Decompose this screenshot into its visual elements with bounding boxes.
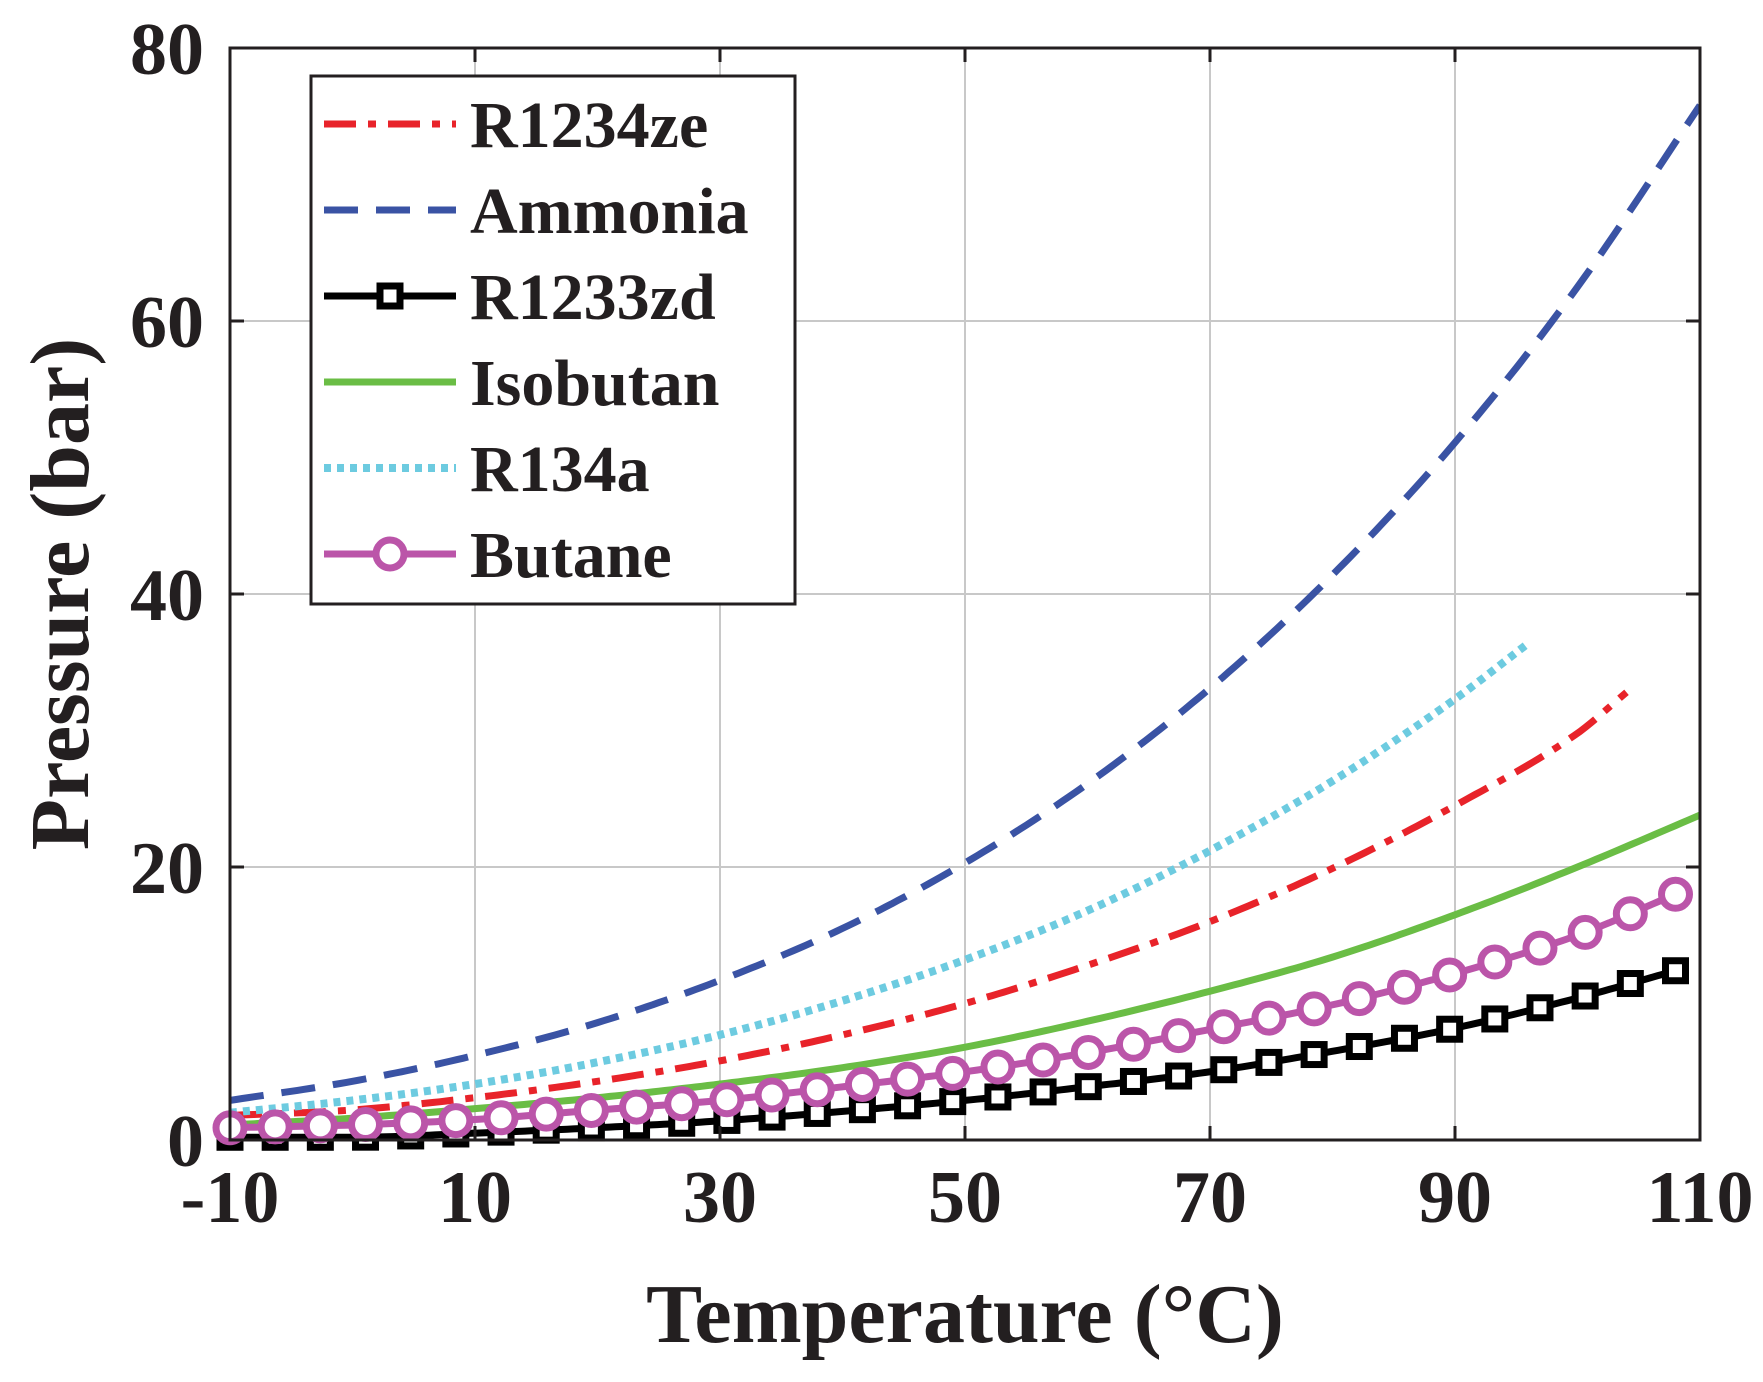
point-r1233zd xyxy=(1616,970,1644,998)
y-tick-label: 80 xyxy=(130,9,204,91)
point-butane xyxy=(302,1108,338,1144)
y-tick-label: 20 xyxy=(130,828,204,910)
legend: R1234ze Ammonia R1233zd Isobutan R134a Butane xyxy=(309,74,797,606)
legend-marker-r1233zd xyxy=(376,282,404,310)
legend-label-ammonia: Ammonia xyxy=(470,175,749,248)
legend-label-isobutan: Isobutan xyxy=(470,347,719,420)
point-r1233zd xyxy=(1255,1048,1283,1076)
point-r1233zd xyxy=(1390,1024,1418,1052)
y-axis-tick-labels: 0 20 40 60 80 xyxy=(130,9,204,1183)
point-butane xyxy=(754,1077,790,1113)
point-butane xyxy=(619,1089,655,1125)
point-butane xyxy=(980,1049,1016,1085)
legend-entries: R1234ze Ammonia R1233zd Isobutan R134a Butane xyxy=(324,89,749,592)
point-butane xyxy=(890,1061,926,1097)
point-butane xyxy=(844,1066,880,1102)
y-tick-label: 40 xyxy=(130,555,204,637)
point-r1233zd xyxy=(1662,957,1689,985)
y-axis-title: Pressure (bar) xyxy=(14,338,107,850)
point-r1233zd xyxy=(1119,1067,1147,1095)
x-tick-label: 50 xyxy=(928,1157,1002,1239)
point-butane xyxy=(438,1103,474,1139)
point-r1233zd xyxy=(1345,1033,1373,1061)
x-tick-label: 110 xyxy=(1647,1157,1754,1239)
point-butane xyxy=(1341,981,1377,1017)
series-markers xyxy=(212,876,1693,1151)
point-r1233zd xyxy=(848,1096,876,1124)
point-butane xyxy=(1477,944,1513,980)
x-tick-label: 30 xyxy=(683,1157,757,1239)
point-butane xyxy=(483,1100,519,1136)
point-butane xyxy=(257,1109,293,1145)
x-tick-label: 90 xyxy=(1418,1157,1492,1239)
point-butane xyxy=(1206,1009,1242,1045)
point-butane xyxy=(528,1096,564,1132)
y-tick-label: 0 xyxy=(167,1101,204,1183)
legend-label-r134a: R134a xyxy=(470,433,650,506)
legend-box xyxy=(309,74,797,606)
point-butane xyxy=(348,1107,384,1143)
x-tick-label: -10 xyxy=(181,1157,280,1239)
point-r1233zd xyxy=(1436,1015,1464,1043)
series-line-isobutan xyxy=(230,811,1700,1129)
legend-label-r1233zd: R1233zd xyxy=(470,261,716,334)
point-r1233zd xyxy=(1165,1062,1193,1090)
point-r1233zd xyxy=(1210,1056,1238,1084)
point-butane xyxy=(1161,1018,1197,1054)
point-butane xyxy=(935,1055,971,1091)
point-r1233zd xyxy=(939,1088,967,1116)
point-r1233zd xyxy=(1029,1078,1057,1106)
point-butane xyxy=(1115,1026,1151,1062)
point-butane xyxy=(1025,1042,1061,1078)
point-butane xyxy=(1612,896,1648,932)
point-r1233zd xyxy=(1300,1041,1328,1069)
series-line-ammonia xyxy=(230,103,1700,1104)
point-butane xyxy=(1386,969,1422,1005)
point-butane xyxy=(1296,991,1332,1027)
legend-marker-butane xyxy=(372,536,408,572)
legend-label-r1234ze: R1234ze xyxy=(470,89,708,162)
x-axis-title: Temperature (°C) xyxy=(646,1268,1284,1361)
x-tick-label: 10 xyxy=(438,1157,512,1239)
point-butane xyxy=(799,1072,835,1108)
point-butane xyxy=(1251,1000,1287,1036)
point-butane xyxy=(664,1086,700,1122)
point-butane xyxy=(393,1105,429,1141)
legend-label-butane: Butane xyxy=(470,519,672,592)
point-r1233zd xyxy=(1571,982,1599,1010)
point-r1233zd xyxy=(1526,994,1554,1022)
point-butane xyxy=(1567,914,1603,950)
point-butane xyxy=(1658,876,1693,912)
x-tick-label: 70 xyxy=(1173,1157,1247,1239)
point-r1233zd xyxy=(1481,1005,1509,1033)
series-line-r1234ze xyxy=(230,689,1629,1119)
axis-ticks xyxy=(228,46,1702,1142)
point-r1233zd xyxy=(984,1083,1012,1111)
y-tick-label: 60 xyxy=(130,282,204,364)
point-butane xyxy=(1070,1035,1106,1071)
point-butane xyxy=(709,1082,745,1118)
point-r1233zd xyxy=(1074,1073,1102,1101)
x-axis-tick-labels: -10 10 30 50 70 90 110 xyxy=(181,1157,1754,1239)
point-butane xyxy=(1522,930,1558,966)
point-butane xyxy=(573,1092,609,1128)
point-r1233zd xyxy=(894,1092,922,1120)
point-butane xyxy=(1432,957,1468,993)
